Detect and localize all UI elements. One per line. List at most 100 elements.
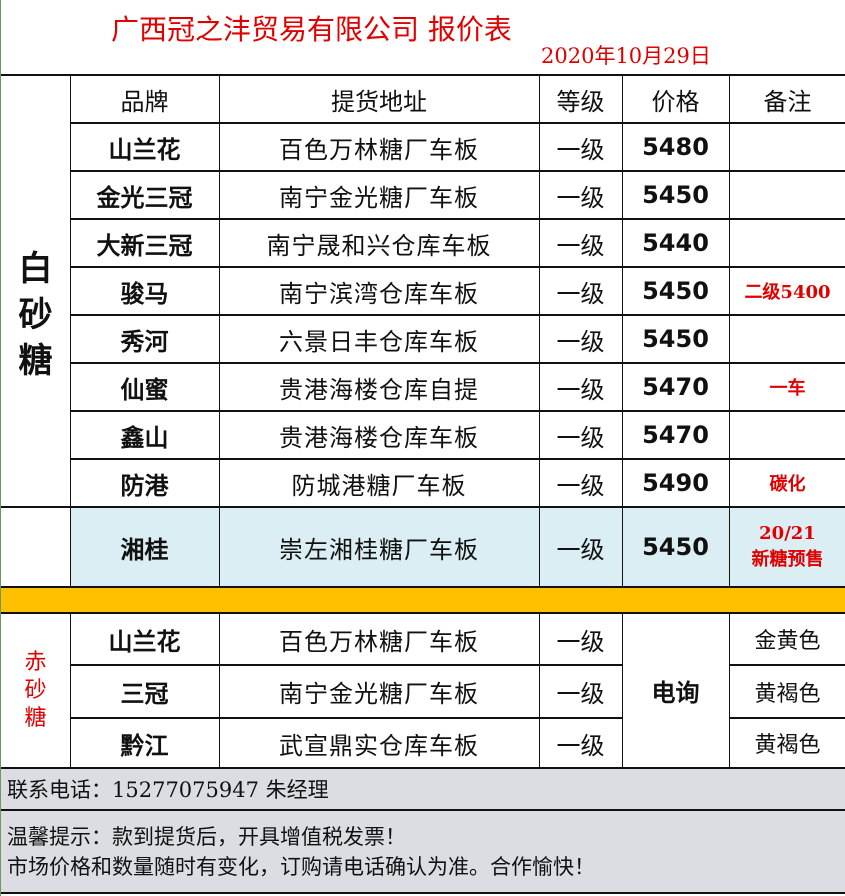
note-cell — [729, 171, 845, 219]
tip-line: 温馨提示：款到提货后，开具增值税发票！ — [7, 824, 406, 849]
brand-cell: 鑫山 — [120, 422, 169, 452]
grid-line — [1, 892, 845, 894]
address-cell: 南宁晟和兴仓库车板 — [266, 231, 492, 260]
note-cell: 二级5400 — [744, 282, 831, 303]
grid-line — [70, 122, 845, 124]
grid-line — [729, 664, 845, 666]
price-cell: 5450 — [642, 181, 709, 209]
address-cell: 百色万林糖厂车板 — [279, 135, 479, 164]
grade-cell: 一级 — [556, 680, 605, 708]
price-cell: 5450 — [642, 277, 709, 305]
presale-row-bg — [70, 507, 845, 587]
grid-line — [219, 75, 220, 587]
grid-line — [729, 75, 730, 587]
brand-cell: 三冠 — [120, 679, 169, 708]
brand-cell: 黔江 — [120, 730, 169, 760]
grid-line — [539, 613, 540, 768]
brand-cell: 湘桂 — [120, 534, 169, 564]
price-cell: 5450 — [642, 533, 709, 561]
note-cell — [729, 411, 845, 459]
brand-cell: 仙蜜 — [120, 374, 169, 404]
header-col-price: 价格 — [651, 87, 700, 116]
grid-line — [1, 74, 845, 76]
separator-band — [1, 587, 845, 613]
grid-line — [622, 75, 623, 587]
grid-line — [70, 410, 845, 412]
grid-line — [1, 586, 845, 588]
grid-line — [70, 75, 71, 587]
grid-line — [622, 613, 623, 768]
grade-cell: 一级 — [556, 627, 605, 656]
grade-cell: 一级 — [556, 183, 605, 212]
grade-cell: 一级 — [556, 375, 605, 404]
note-cell — [729, 315, 845, 363]
price-cell-inquire: 电询 — [651, 679, 700, 707]
grid-line — [70, 266, 845, 268]
category-char: 砂 — [24, 677, 47, 703]
grade-cell: 一级 — [556, 731, 605, 760]
grade-cell: 一级 — [556, 535, 605, 564]
page-title: 广西冠之沣贸易有限公司 报价表 — [111, 13, 512, 46]
header-col-grade: 等级 — [556, 87, 605, 116]
grid-line — [70, 362, 845, 364]
address-cell: 武宣鼎实仓库车板 — [279, 731, 479, 760]
header-col-address: 提货地址 — [331, 87, 427, 116]
note-cell: 一车 — [769, 378, 806, 399]
address-cell: 六景日丰仓库车板 — [279, 327, 479, 356]
grid-line — [1, 809, 845, 811]
brand-cell: 大新三冠 — [96, 230, 193, 260]
category-char: 砂 — [18, 295, 53, 335]
note-cell: 黄褐色 — [754, 681, 821, 707]
tip-line: 市场价格和数量随时有变化，订购请电话确认为准。合作愉快！ — [7, 854, 595, 879]
grid-line — [1, 506, 845, 508]
tips: 温馨提示：款到提货后，开具增值税发票！ 市场价格和数量随时有变化，订购请电话确认为… — [1, 810, 845, 893]
category-red-sugar: 赤砂糖 — [1, 613, 70, 768]
brand-cell: 金光三冠 — [96, 182, 193, 212]
note-cell: 碳化 — [769, 474, 806, 495]
grid-line — [1, 612, 845, 614]
grid-line — [70, 717, 622, 719]
category-white-sugar: 白砂糖 — [1, 123, 70, 507]
grid-line — [539, 75, 540, 587]
price-cell: 5490 — [642, 469, 709, 497]
address-cell: 防城港糖厂车板 — [291, 471, 467, 500]
note-cell: 20/21 新糖预售 — [729, 507, 845, 587]
note-cell: 金黄色 — [754, 629, 821, 654]
price-cell: 5440 — [642, 229, 709, 257]
header-col-note: 备注 — [763, 87, 812, 116]
grid-line — [70, 314, 845, 316]
quote-date: 2020年10月29日 — [541, 44, 711, 68]
grid-line — [219, 613, 220, 768]
category-char: 赤 — [24, 649, 47, 675]
contact-info: 联系电话：15277075947 朱经理 — [1, 768, 845, 810]
address-cell: 崇左湘桂糖厂车板 — [279, 535, 479, 564]
grade-cell: 一级 — [556, 327, 605, 356]
grade-cell: 一级 — [556, 471, 605, 500]
grade-cell: 一级 — [556, 135, 605, 164]
grade-cell: 一级 — [556, 279, 605, 308]
grid-line — [1, 767, 845, 769]
address-cell: 百色万林糖厂车板 — [279, 627, 479, 656]
address-cell: 南宁金光糖厂车板 — [279, 680, 479, 708]
brand-cell: 防港 — [120, 470, 169, 500]
grid-line — [70, 613, 71, 768]
address-cell: 南宁金光糖厂车板 — [279, 183, 479, 212]
address-cell: 贵港海楼仓库自提 — [279, 375, 479, 404]
brand-cell: 山兰花 — [108, 626, 181, 656]
price-cell: 5470 — [642, 421, 709, 449]
header-col-brand: 品牌 — [120, 87, 169, 116]
grid-line — [70, 458, 845, 460]
grid-line — [70, 664, 622, 666]
grade-cell: 一级 — [556, 231, 605, 260]
brand-cell: 山兰花 — [108, 134, 181, 164]
note-line: 新糖预售 — [751, 549, 824, 570]
grade-cell: 一级 — [556, 423, 605, 452]
category-char: 糖 — [24, 705, 47, 731]
note-line: 20/21 — [759, 523, 816, 544]
price-cell: 5470 — [642, 373, 709, 401]
grid-line — [729, 717, 845, 719]
brand-cell: 秀河 — [120, 326, 169, 356]
category-char: 糖 — [18, 341, 53, 381]
address-cell: 南宁滨湾仓库车板 — [279, 279, 479, 308]
